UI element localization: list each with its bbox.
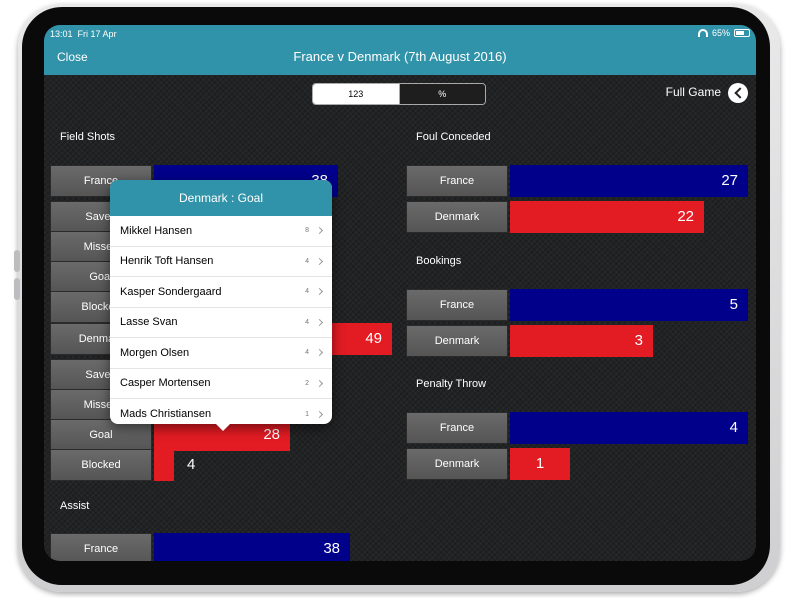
player-name: Kasper Sondergaard — [120, 285, 222, 298]
chevron-right-icon — [315, 318, 324, 326]
player-list-item[interactable]: Kasper Sondergaard 4 — [110, 277, 332, 308]
field-shots-denmark-blocked-value: 4 — [187, 456, 196, 473]
wifi-icon — [697, 29, 708, 37]
chevron-right-icon — [315, 349, 324, 357]
player-goal-count: 4 — [305, 288, 309, 296]
player-goal-count: 2 — [305, 379, 309, 387]
player-list-item[interactable]: Mads Christiansen 1 — [110, 399, 332, 424]
foul-conceded-france-bar: 27 — [510, 165, 748, 197]
player-list-item[interactable]: Lasse Svan 4 — [110, 308, 332, 338]
field-shots-denmark-blocked-label[interactable]: Blocked — [50, 449, 152, 481]
chevron-right-icon — [315, 288, 324, 296]
chevron-right-icon — [315, 257, 324, 265]
bookings-denmark-label[interactable]: Denmark — [406, 325, 508, 357]
foul-conceded-denmark-bar: 22 — [510, 201, 704, 233]
foul-conceded-france-label[interactable]: France — [406, 165, 508, 197]
penalty-throw-denmark-bar: 1 — [510, 448, 570, 480]
display-mode-toggle[interactable]: 123 % — [312, 83, 486, 105]
player-name: Mads Christiansen — [120, 408, 212, 421]
status-time: 13:01 Fri 17 Apr — [50, 29, 117, 39]
app-screen: 13:01 Fri 17 Apr 65% Close France v Denm… — [44, 25, 756, 561]
penalty-throw-france-label[interactable]: France — [406, 412, 508, 444]
close-button[interactable]: Close — [57, 50, 88, 64]
foul-conceded-denmark-label[interactable]: Denmark — [406, 201, 508, 233]
top-bar: 13:01 Fri 17 Apr 65% Close France v Denm… — [44, 25, 756, 75]
player-name: Lasse Svan — [120, 316, 178, 329]
player-name: Mikkel Hansen — [120, 224, 193, 237]
player-goal-count: 4 — [305, 349, 309, 357]
volume-button — [14, 278, 20, 300]
battery-icon — [734, 29, 750, 37]
player-list-item[interactable]: Casper Mortensen 2 — [110, 369, 332, 399]
player-goal-count: 1 — [305, 410, 309, 418]
assist-france-bar: 38 — [154, 533, 350, 561]
full-game-label[interactable]: Full Game — [665, 85, 721, 99]
popover-arrow — [214, 422, 232, 431]
player-name: Henrik Toft Hansen — [120, 255, 214, 268]
status-indicators: 65% — [697, 28, 750, 38]
player-list-item[interactable]: Morgen Olsen 4 — [110, 338, 332, 369]
player-goal-count: 8 — [305, 227, 309, 235]
percent-mode-tab[interactable]: % — [398, 84, 485, 104]
player-goal-popover: Denmark : Goal Mikkel Hansen 8 Henrik To… — [110, 180, 332, 424]
chevron-right-icon — [315, 410, 324, 418]
field-shots-title: Field Shots — [60, 131, 116, 143]
volume-button — [14, 250, 20, 272]
penalty-throw-france-bar: 4 — [510, 412, 748, 444]
player-name: Morgen Olsen — [120, 346, 190, 359]
bookings-france-label[interactable]: France — [406, 289, 508, 321]
player-list-item[interactable]: Mikkel Hansen 8 — [110, 216, 332, 247]
battery-percent: 65% — [711, 28, 730, 38]
status-date: Fri 17 Apr — [77, 29, 117, 39]
field-shots-denmark-blocked-bar — [154, 449, 174, 481]
chevron-right-icon — [315, 227, 324, 235]
count-mode-tab[interactable]: 123 — [313, 84, 399, 104]
assist-france-label[interactable]: France — [50, 533, 152, 561]
penalty-throw-title: Penalty Throw — [416, 378, 487, 390]
player-goal-count: 4 — [305, 257, 309, 265]
bookings-title: Bookings — [416, 255, 462, 267]
assist-title: Assist — [60, 500, 90, 512]
penalty-throw-denmark-label[interactable]: Denmark — [406, 448, 508, 480]
chevron-right-icon — [315, 379, 324, 387]
player-goal-count: 4 — [305, 318, 309, 326]
chevron-left-icon[interactable] — [728, 83, 748, 103]
page-title: France v Denmark (7th August 2016) — [293, 49, 507, 64]
foul-conceded-title: Foul Conceded — [416, 131, 491, 143]
popover-title: Denmark : Goal — [110, 180, 332, 216]
bookings-denmark-bar: 3 — [510, 325, 653, 357]
status-clock: 13:01 — [50, 29, 73, 39]
bookings-france-bar: 5 — [510, 289, 748, 321]
player-name: Casper Mortensen — [120, 377, 211, 390]
player-list-item[interactable]: Henrik Toft Hansen 4 — [110, 247, 332, 277]
